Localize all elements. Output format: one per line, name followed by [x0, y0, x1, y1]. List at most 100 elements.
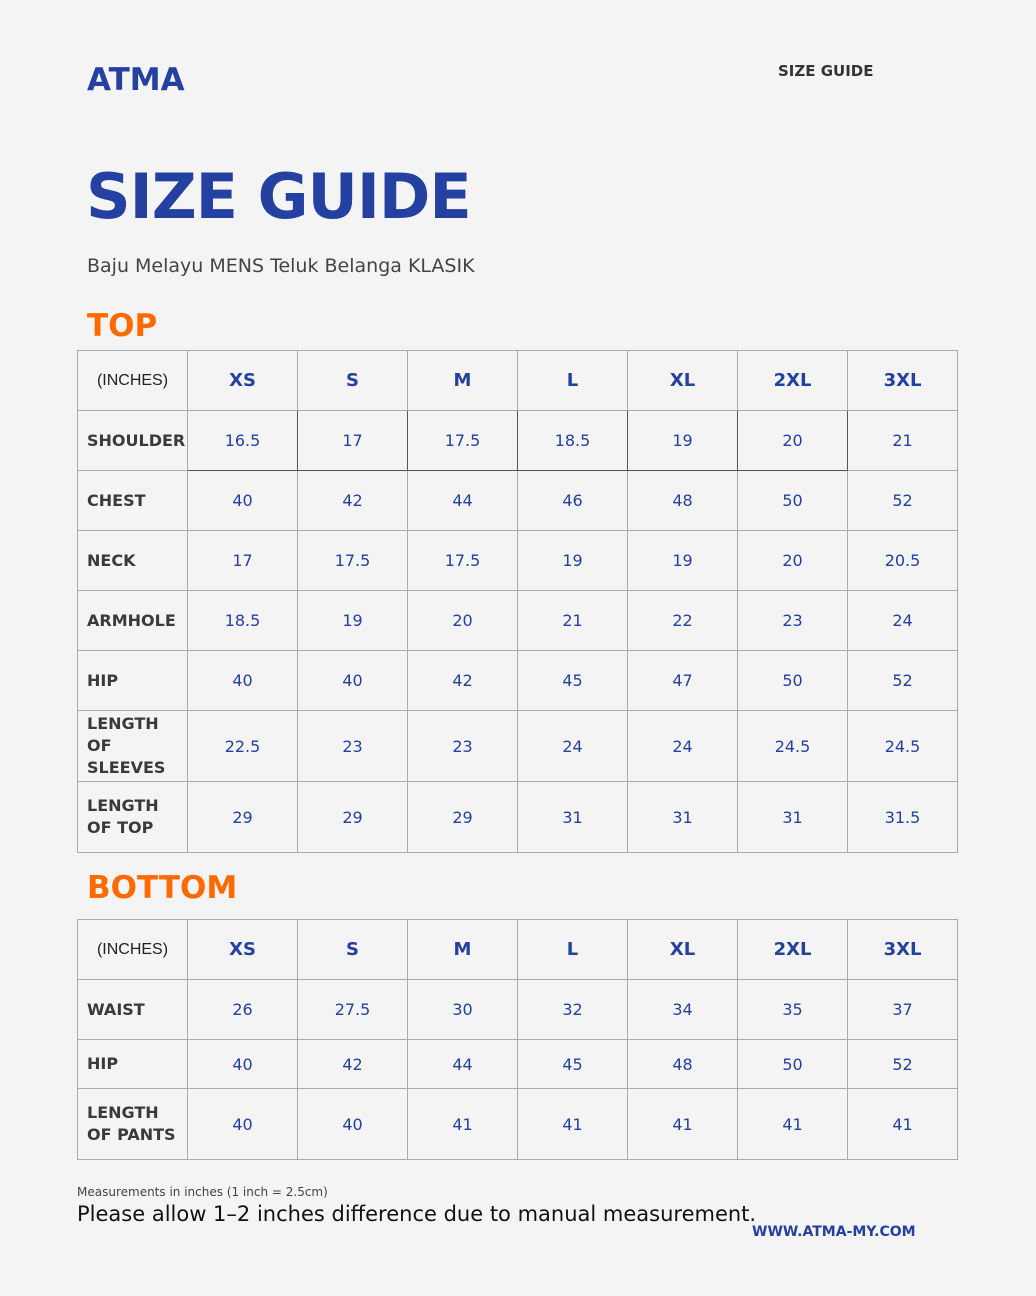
size-header: 2XL [737, 350, 848, 411]
size-header: XS [187, 350, 298, 411]
measurement-cell: 52 [847, 650, 958, 711]
measurement-cell: 42 [407, 650, 518, 711]
measurement-cell: 19 [627, 530, 738, 591]
measurement-note: Measurements in inches (1 inch = 2.5cm) [77, 1185, 328, 1199]
table-header-row: (INCHES) XS S M L XL 2XL 3XL [77, 919, 958, 980]
page-title: SIZE GUIDE [86, 160, 472, 233]
measurement-cell: 40 [187, 1039, 298, 1089]
measurement-cell: 41 [847, 1088, 958, 1160]
row-label: ARMHOLE [77, 590, 188, 651]
measurement-cell: 31 [517, 781, 628, 853]
header-label: SIZE GUIDE [778, 62, 874, 80]
table-row: HIP 40 42 44 45 48 50 52 [77, 1039, 958, 1089]
measurement-cell: 26 [187, 979, 298, 1040]
row-label: CHEST [77, 470, 188, 531]
measurement-cell: 48 [627, 470, 738, 531]
page-subtitle: Baju Melayu MENS Teluk Belanga KLASIK [87, 255, 475, 277]
size-header: M [407, 919, 518, 980]
measurement-cell: 50 [737, 650, 848, 711]
size-header: S [297, 919, 408, 980]
measurement-cell: 18.5 [187, 590, 298, 651]
measurement-cell: 19 [517, 530, 628, 591]
row-label: NECK [77, 530, 188, 591]
measurement-cell: 16.5 [187, 410, 298, 471]
measurement-cell: 23 [737, 590, 848, 651]
measurement-cell: 44 [407, 470, 518, 531]
table-row: SHOULDER 16.5 17 17.5 18.5 19 20 21 [77, 410, 958, 471]
measurement-cell: 37 [847, 979, 958, 1040]
unit-label: (INCHES) [77, 919, 188, 980]
measurement-cell: 24.5 [847, 710, 958, 782]
top-size-table: (INCHES) XS S M L XL 2XL 3XL SHOULDER 16.5 17 17.5 1… [77, 350, 958, 853]
table-row: WAIST 26 27.5 30 32 34 35 37 [77, 979, 958, 1040]
measurement-cell: 35 [737, 979, 848, 1040]
row-label: SHOULDER [77, 410, 188, 471]
measurement-cell: 48 [627, 1039, 738, 1089]
measurement-cell: 42 [297, 1039, 408, 1089]
measurement-cell: 20 [737, 410, 848, 471]
table-row: HIP 40 40 42 45 47 50 52 [77, 650, 958, 711]
website-link[interactable]: WWW.ATMA-MY.COM [752, 1224, 916, 1240]
measurement-cell: 30 [407, 979, 518, 1040]
measurement-cell: 24.5 [737, 710, 848, 782]
unit-label: (INCHES) [77, 350, 188, 411]
size-header: L [517, 919, 628, 980]
measurement-cell: 41 [407, 1088, 518, 1160]
size-header: 3XL [847, 919, 958, 980]
size-header: M [407, 350, 518, 411]
measurement-cell: 45 [517, 1039, 628, 1089]
measurement-cell: 27.5 [297, 979, 408, 1040]
size-header: XS [187, 919, 298, 980]
measurement-cell: 45 [517, 650, 628, 711]
measurement-cell: 23 [297, 710, 408, 782]
table-row: ARMHOLE 18.5 19 20 21 22 23 24 [77, 590, 958, 651]
row-label: WAIST [77, 979, 188, 1040]
table-row: LENGTH OF PANTS 40 40 41 41 41 41 41 [77, 1088, 958, 1160]
measurement-cell: 20 [737, 530, 848, 591]
size-header: S [297, 350, 408, 411]
measurement-cell: 18.5 [517, 410, 628, 471]
row-label: LENGTH OF SLEEVES [77, 710, 188, 782]
measurement-cell: 52 [847, 470, 958, 531]
measurement-cell: 32 [517, 979, 628, 1040]
table-row: LENGTH OF TOP 29 29 29 31 31 31 31.5 [77, 781, 958, 853]
measurement-cell: 40 [297, 650, 408, 711]
table-row: LENGTH OF SLEEVES 22.5 23 23 24 24 24.5 24.5 [77, 710, 958, 782]
measurement-cell: 31 [627, 781, 738, 853]
section-top-heading: TOP [87, 308, 158, 344]
measurement-cell: 40 [187, 650, 298, 711]
measurement-cell: 29 [187, 781, 298, 853]
brand-logo: ATMA [87, 62, 185, 98]
measurement-cell: 22 [627, 590, 738, 651]
measurement-cell: 20 [407, 590, 518, 651]
measurement-cell: 40 [297, 1088, 408, 1160]
size-header: XL [627, 350, 738, 411]
measurement-cell: 41 [627, 1088, 738, 1160]
section-bottom-heading: BOTTOM [87, 870, 238, 906]
measurement-cell: 20.5 [847, 530, 958, 591]
measurement-cell: 42 [297, 470, 408, 531]
measurement-cell: 29 [297, 781, 408, 853]
measurement-cell: 17.5 [297, 530, 408, 591]
size-header: 3XL [847, 350, 958, 411]
measurement-cell: 21 [847, 410, 958, 471]
row-label: HIP [77, 650, 188, 711]
row-label: LENGTH OF TOP [77, 781, 188, 853]
measurement-cell: 44 [407, 1039, 518, 1089]
measurement-cell: 17 [187, 530, 298, 591]
measurement-cell: 41 [737, 1088, 848, 1160]
measurement-cell: 50 [737, 1039, 848, 1089]
measurement-cell: 22.5 [187, 710, 298, 782]
measurement-cell: 17 [297, 410, 408, 471]
row-label: HIP [77, 1039, 188, 1089]
table-row: NECK 17 17.5 17.5 19 19 20 20.5 [77, 530, 958, 591]
measurement-cell: 24 [847, 590, 958, 651]
measurement-cell: 52 [847, 1039, 958, 1089]
measurement-cell: 40 [187, 470, 298, 531]
measurement-cell: 24 [517, 710, 628, 782]
measurement-cell: 34 [627, 979, 738, 1040]
table-row: CHEST 40 42 44 46 48 50 52 [77, 470, 958, 531]
size-header: 2XL [737, 919, 848, 980]
measurement-cell: 21 [517, 590, 628, 651]
row-label: LENGTH OF PANTS [77, 1088, 188, 1160]
